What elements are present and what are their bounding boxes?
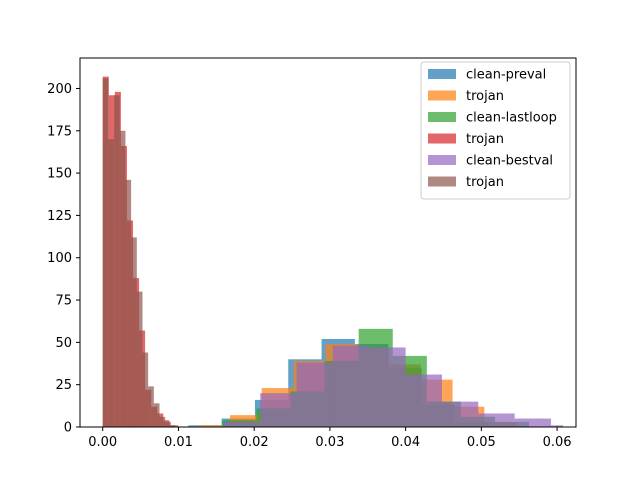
legend-swatch [428, 112, 456, 122]
legend-label: trojan [466, 175, 504, 190]
y-tick-label: 125 [47, 209, 72, 224]
histogram-bar [551, 425, 564, 427]
legend: clean-preval trojan clean-lastloop trojan cl… [420, 61, 571, 200]
histogram-bar [102, 78, 109, 427]
histogram-bar [198, 425, 230, 427]
histogram-bar [125, 179, 132, 427]
histogram-bar [153, 403, 160, 427]
series-5-bars [102, 78, 179, 428]
histogram-bar [260, 393, 297, 427]
x-tick-label: 0.01 [164, 435, 193, 450]
series-4-bars [223, 345, 564, 427]
legend-swatch [428, 176, 456, 187]
histogram-bar [296, 362, 333, 427]
legend-box [420, 61, 571, 200]
histogram-bar [148, 386, 154, 427]
legend-label: clean-lastloop [466, 111, 557, 126]
y-axis: 0 25 50 75 100 125 150 175 200 [47, 82, 80, 436]
x-tick-label: 0.00 [88, 435, 117, 450]
y-tick-label: 50 [55, 336, 72, 351]
y-tick-label: 175 [47, 124, 72, 139]
histogram-bar [114, 95, 120, 428]
histogram-bar [223, 421, 261, 427]
x-tick-label: 0.06 [543, 435, 572, 450]
y-tick-label: 25 [55, 378, 72, 393]
y-tick-label: 100 [47, 251, 72, 266]
histogram-bar [159, 416, 166, 427]
histogram-bar [405, 374, 442, 427]
legend-swatch [428, 69, 456, 79]
x-axis: 0.00 0.01 0.02 0.03 0.04 0.05 0.06 [88, 427, 572, 450]
histogram-bar [108, 139, 115, 427]
bars-layer [102, 76, 564, 428]
legend-swatch [428, 90, 456, 101]
y-tick-label: 75 [55, 294, 72, 309]
x-tick-label: 0.03 [315, 435, 344, 450]
histogram-bar [119, 130, 126, 427]
legend-swatch [428, 155, 456, 165]
histogram-bar [165, 421, 171, 427]
legend-label: clean-preval [466, 68, 546, 83]
y-tick-label: 0 [64, 421, 72, 436]
x-tick-label: 0.05 [467, 435, 496, 450]
histogram-bar [131, 237, 137, 427]
histogram-bar [170, 425, 179, 427]
histogram-bar [369, 347, 406, 427]
histogram-bar [142, 352, 149, 427]
legend-label: trojan [466, 132, 504, 147]
histogram-bar [332, 345, 370, 427]
axes-frame [79, 57, 577, 428]
legend-swatch [428, 133, 456, 144]
x-tick-label: 0.04 [391, 435, 420, 450]
legend-label: clean-bestval [466, 154, 553, 169]
histogram-bar [441, 401, 479, 427]
x-tick-label: 0.02 [240, 435, 269, 450]
histogram-bar [514, 418, 552, 427]
histogram-bar [136, 291, 143, 427]
y-tick-label: 200 [47, 82, 72, 97]
y-tick-label: 150 [47, 167, 72, 182]
histogram-bar [478, 413, 515, 427]
legend-label: trojan [466, 89, 504, 104]
